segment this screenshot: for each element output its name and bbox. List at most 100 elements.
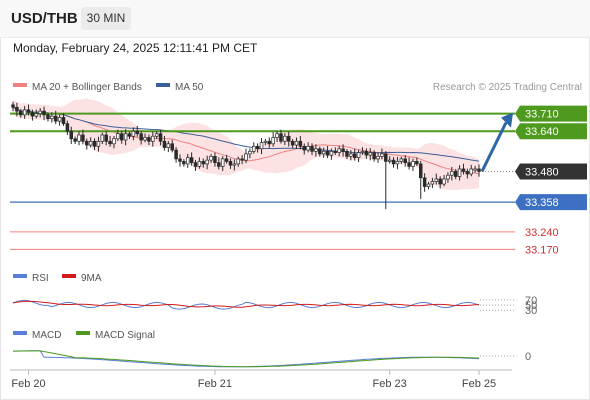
last-price-label: 33.480 <box>525 166 559 178</box>
candle-body <box>333 150 338 153</box>
candle-body <box>38 110 42 114</box>
candle-body <box>100 134 105 142</box>
resistance-label: 33.710 <box>525 109 559 121</box>
pivot-tag <box>515 194 587 211</box>
resistance-tag <box>515 105 587 122</box>
candle-body <box>232 163 237 166</box>
candle-body <box>461 168 466 172</box>
legend-swatch-ma50 <box>156 83 170 87</box>
candle-body <box>123 133 128 141</box>
candle-body <box>255 145 260 150</box>
candle-body <box>127 133 132 137</box>
x-tick-label: Feb 25 <box>462 378 496 390</box>
candle-body <box>364 150 369 156</box>
ma50-line <box>12 106 480 162</box>
candle-body <box>399 158 404 162</box>
legend-label-macd-signal: MACD Signal <box>95 330 155 341</box>
candle-body <box>360 150 365 153</box>
candle-body <box>438 178 442 185</box>
candle-body <box>263 140 268 143</box>
candle-body <box>450 171 454 176</box>
candle-body <box>286 135 291 142</box>
candle-body <box>407 162 411 167</box>
candle-body <box>205 159 209 165</box>
candle-body <box>92 140 97 147</box>
candle-body <box>116 133 120 140</box>
candle-body <box>368 152 373 156</box>
candle-body <box>419 163 423 179</box>
candle-body <box>65 123 70 132</box>
candle-body <box>135 130 140 135</box>
timeframe-button[interactable]: 30 MIN <box>81 7 131 30</box>
candle-body <box>457 168 462 177</box>
bollinger-band <box>13 98 479 191</box>
rsi-line <box>12 299 480 310</box>
candle-body <box>446 174 450 180</box>
legend-swatch-macd-signal <box>76 331 90 335</box>
candle-body <box>294 140 299 146</box>
candle-body <box>376 156 380 160</box>
candle-body <box>85 140 89 146</box>
candle-body <box>15 106 19 112</box>
candle-body <box>321 150 326 155</box>
resistance-label: 33.640 <box>525 126 559 138</box>
candle-body <box>298 140 303 147</box>
candle-body <box>11 104 15 108</box>
candle-body <box>26 109 31 113</box>
candle-body <box>119 133 124 141</box>
candle-body <box>158 133 163 142</box>
candle-body <box>139 133 143 141</box>
candle-body <box>267 140 272 145</box>
legend-label-rsi-ma: 9MA <box>81 273 102 284</box>
legend-label-rsi: RSI <box>32 273 49 284</box>
datetime-label: Monday, February 24, 2025 12:11:41 PM CE… <box>13 41 258 55</box>
legend-swatch-bollinger <box>13 83 27 87</box>
candle-body <box>442 178 446 185</box>
candle-body <box>151 135 155 142</box>
candle-body <box>403 158 407 164</box>
candle-body <box>112 138 116 145</box>
candle-body <box>224 158 229 162</box>
rsi-ma-line <box>12 300 480 308</box>
macd-signal-line <box>13 350 480 368</box>
rsi-level-label: 70 <box>525 295 537 307</box>
support-label: 33.170 <box>525 244 559 256</box>
candle-body <box>352 153 357 158</box>
candle-body <box>415 161 419 165</box>
candle-body <box>395 161 400 165</box>
candle-body <box>131 130 136 137</box>
candle-body <box>61 117 66 125</box>
candle-body <box>318 148 322 155</box>
candle-body <box>154 133 159 137</box>
candle-body <box>34 113 39 117</box>
candle-body <box>384 153 388 162</box>
candle-body <box>411 161 415 167</box>
candle-body <box>306 145 310 151</box>
candle-body <box>275 133 279 138</box>
legend-label-macd: MACD <box>32 330 61 341</box>
legend-swatch-macd <box>13 331 27 335</box>
candle-body <box>477 168 481 172</box>
candle-body <box>329 150 334 156</box>
macd-line <box>12 350 480 368</box>
rsi-level-label: 50 <box>525 300 537 312</box>
macd-zero-label: 0 <box>525 351 531 363</box>
candle-body <box>345 150 349 157</box>
candle-body <box>193 162 198 167</box>
x-tick-label: Feb 21 <box>198 378 232 390</box>
candle-body <box>372 152 376 160</box>
candle-body <box>434 178 439 182</box>
support-label: 33.240 <box>525 227 559 239</box>
legend-label-bollinger: MA 20 + Bollinger Bands <box>32 82 142 93</box>
candle-body <box>81 134 85 142</box>
candle-body <box>69 130 73 140</box>
candle-body <box>53 115 58 122</box>
candle-body <box>236 158 240 165</box>
candle-body <box>213 156 217 164</box>
candle-body <box>453 171 458 177</box>
symbol-title: USD/THB <box>11 10 78 27</box>
candle-body <box>240 158 244 161</box>
candle-body <box>182 161 186 165</box>
candle-body <box>170 143 174 151</box>
candle-body <box>201 161 206 165</box>
